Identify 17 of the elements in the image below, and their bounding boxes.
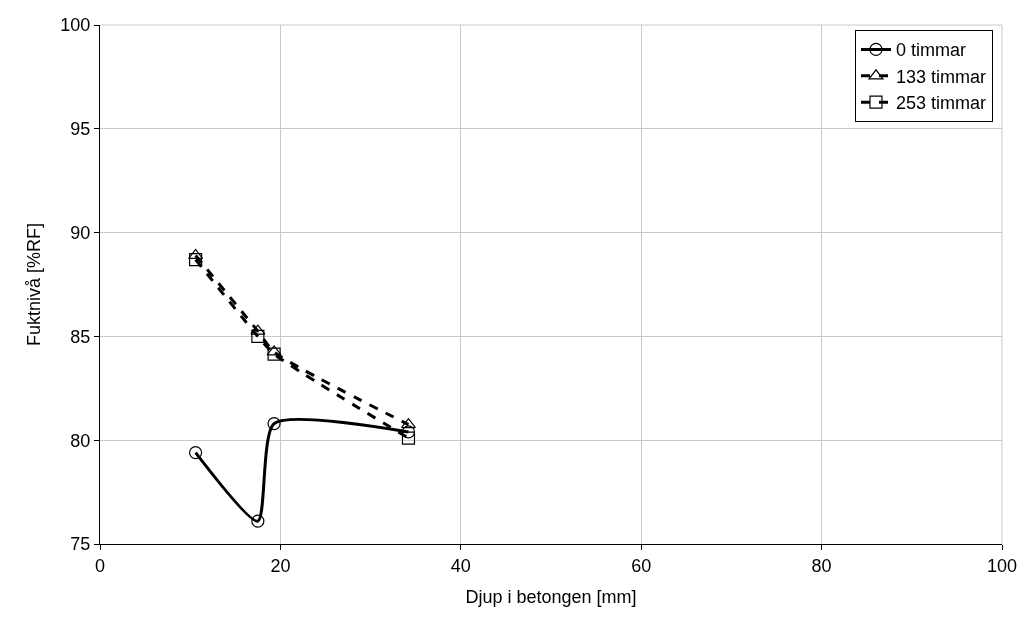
x-tick-label: 40: [450, 555, 471, 576]
x-tick-label: 100: [986, 555, 1018, 576]
x-tick-label: 0: [94, 555, 106, 576]
y-tick-label: 100: [60, 15, 91, 36]
y-axis-title: Fuktnivå [%RF]: [23, 222, 44, 347]
x-axis-title: Djup i betongen [mm]: [465, 586, 637, 607]
x-tick-label: 20: [270, 555, 291, 576]
y-tick-label: 75: [70, 534, 91, 555]
x-tick-label: 80: [811, 555, 832, 576]
x-tick-label: 60: [631, 555, 652, 576]
y-tick-label: 85: [70, 326, 91, 347]
legend-label: 133 timmar: [895, 66, 987, 87]
y-tick-label: 80: [70, 430, 91, 451]
legend-label: 253 timmar: [895, 93, 987, 114]
legend-label: 0 timmar: [895, 40, 966, 61]
y-tick-label: 95: [70, 119, 91, 140]
y-tick-label: 90: [70, 222, 91, 243]
